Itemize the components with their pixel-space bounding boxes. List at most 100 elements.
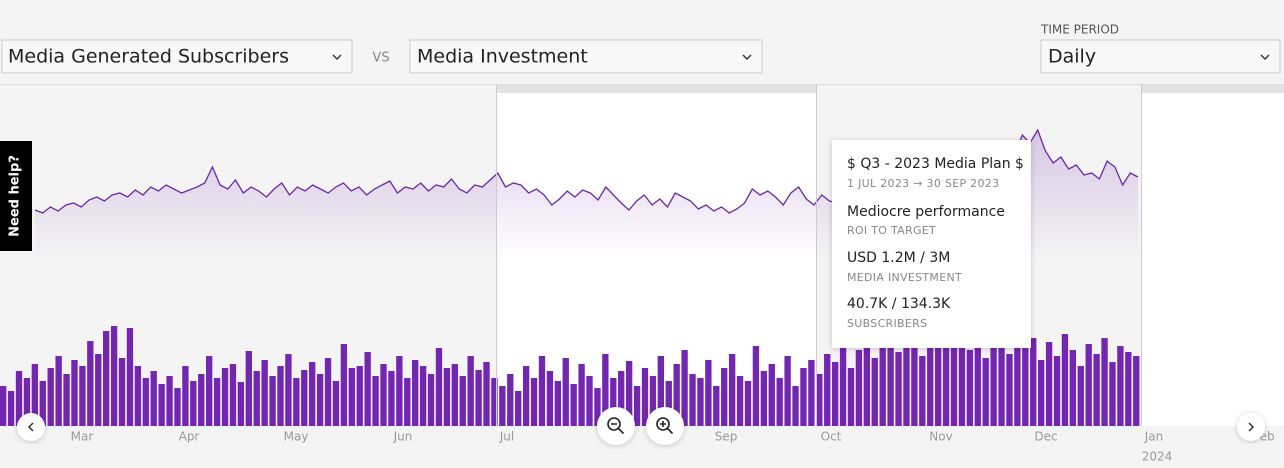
bar [435,348,443,426]
zoom-in-button[interactable] [646,407,684,445]
bar [586,376,593,426]
zoom-icon[interactable] [607,417,621,431]
bar [150,371,157,426]
bar [198,374,205,426]
bar [443,368,451,426]
bar [919,356,926,426]
bar [1022,348,1029,426]
bar [966,350,974,426]
bar [1037,360,1045,426]
bar [990,336,997,426]
zoom-icon[interactable] [660,421,674,435]
bar [285,354,292,426]
bar [1117,346,1124,426]
bar [776,378,783,426]
month-label: Oct [821,430,842,444]
help-tab-text[interactable]: Need help? [8,155,23,237]
bar [229,364,237,426]
button-circle[interactable] [1237,413,1265,441]
bar [301,370,308,426]
zoom-icon[interactable] [656,417,670,431]
bar [380,364,387,426]
bar [625,361,633,426]
bar [546,371,554,426]
help-tab[interactable]: Need help? [0,141,32,251]
bar [744,381,752,426]
chevron[interactable] [1260,54,1270,60]
bar [174,388,181,426]
bar [721,368,728,426]
bar [1014,332,1021,426]
bar [697,378,704,426]
bar [784,356,791,426]
scroll-right-button[interactable] [1237,413,1265,441]
time-period-select[interactable]: Daily [1040,39,1281,74]
bar [1077,366,1084,426]
button-circle[interactable] [597,407,635,445]
bar [483,362,490,426]
zoom-out-button[interactable] [597,407,635,445]
scroll-left-button[interactable] [17,413,45,441]
select-box[interactable] [1040,39,1281,74]
arrow-icon[interactable] [1248,422,1255,432]
button-circle[interactable] [646,407,684,445]
bar [562,358,569,426]
select-box[interactable] [1,39,353,74]
select-text[interactable]: Media Investment [417,46,588,68]
select-box[interactable] [409,39,763,74]
bar [467,356,474,426]
bar [47,368,54,426]
bar [736,376,744,426]
bar [491,378,498,426]
month-label: Sep [715,430,738,444]
bar [1030,338,1037,426]
bar [689,374,696,426]
bar [158,384,165,426]
bar [792,386,799,426]
button-circle[interactable] [17,413,45,441]
bar [927,338,934,426]
metric-a-select[interactable]: Media Generated Subscribers [1,39,353,74]
bar [847,368,855,426]
bar [570,384,577,426]
bar [752,346,760,426]
select-text[interactable]: Daily [1048,46,1096,68]
bar [332,381,340,426]
bar [87,341,94,426]
bar [998,346,1005,426]
bar [39,381,46,426]
bar [728,354,736,426]
chevron[interactable] [742,54,752,60]
bar [23,378,31,426]
zoom-icon[interactable] [611,423,625,435]
tooltip-title: $ Q3 - 2023 Media Plan $ [847,156,1024,172]
bar [824,354,831,426]
arrow-icon[interactable] [27,422,34,432]
month-label: Nov [929,430,952,444]
bar [1006,354,1013,426]
bar [602,354,609,426]
bar [831,362,839,426]
tooltip: $ Q3 - 2023 Media Plan $ 1 JUL 2023 → 30… [832,140,1031,348]
bar [213,378,221,426]
bar [681,350,688,426]
bar [0,386,7,426]
bar [618,371,625,426]
bar [190,381,197,426]
bar [277,366,284,426]
bar [713,386,720,426]
year-label: 2024 [1142,450,1173,464]
help-tab-bg[interactable] [0,141,32,251]
metric-b-select[interactable]: Media Investment [409,39,763,74]
select-text[interactable]: Media Generated Subscribers [8,46,289,68]
chevron[interactable] [332,54,342,60]
bar [1093,354,1100,426]
bar [1101,338,1108,426]
tooltip-value: 40.7K / 134.3K [847,296,951,312]
bar [221,368,229,426]
tooltip-label: MEDIA INVESTMENT [847,271,962,284]
bar [499,386,506,426]
tooltip-value: Mediocre performance [847,204,1005,220]
